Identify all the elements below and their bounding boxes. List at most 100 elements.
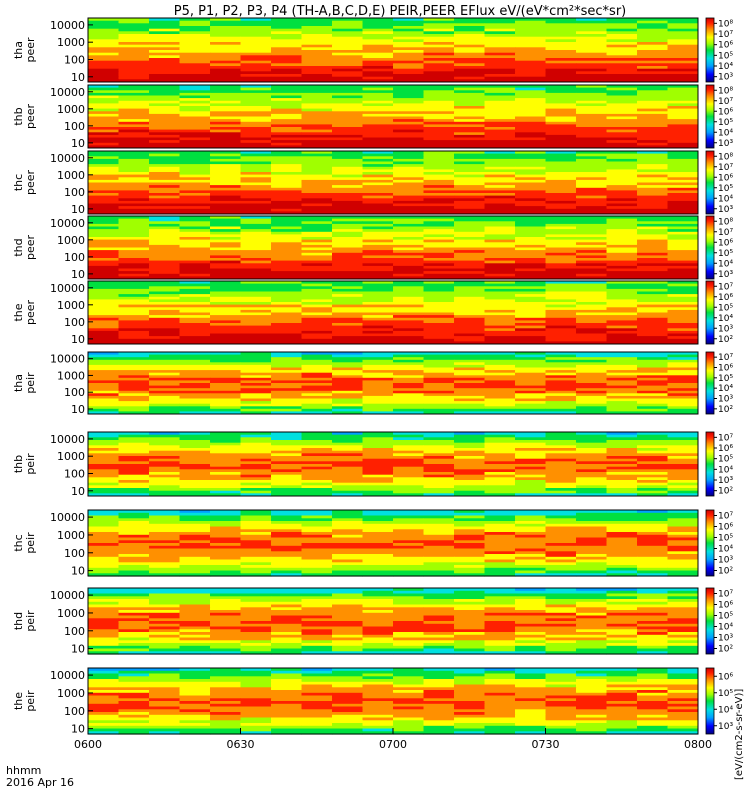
spectrogram-cell bbox=[301, 100, 333, 104]
spectrogram-cell bbox=[179, 140, 211, 144]
spectrogram-cell bbox=[393, 714, 424, 719]
spectrogram-cell bbox=[606, 453, 638, 457]
spectrogram-cell bbox=[423, 403, 455, 407]
spectrogram-cell bbox=[149, 206, 180, 210]
spectrogram-cell bbox=[515, 442, 546, 446]
spectrogram-cell bbox=[393, 239, 424, 243]
spectrogram-cell bbox=[179, 450, 211, 454]
spectrogram-cell bbox=[332, 172, 363, 176]
spectrogram-cell bbox=[454, 252, 485, 256]
spectrogram-cell bbox=[484, 156, 516, 160]
spectrogram-cell bbox=[423, 723, 455, 727]
spectrogram-cell bbox=[149, 612, 180, 617]
spectrogram-cell bbox=[515, 604, 546, 608]
spectrogram-cell bbox=[393, 44, 424, 48]
spectrogram-cell bbox=[332, 18, 363, 22]
spectrogram-cell bbox=[393, 226, 424, 230]
spectrogram-cell bbox=[454, 273, 485, 277]
spectrogram-cell bbox=[301, 74, 333, 78]
spectrogram-cell bbox=[88, 370, 119, 374]
spectrogram-cell bbox=[362, 640, 394, 644]
colorbar-tick-label: 10² bbox=[718, 645, 733, 655]
spectrogram-cell bbox=[332, 599, 363, 603]
spectrogram-cell bbox=[301, 548, 333, 552]
spectrogram-cell bbox=[667, 695, 699, 699]
spectrogram-cell bbox=[484, 218, 516, 222]
spectrogram-cell bbox=[484, 529, 516, 533]
spectrogram-cell bbox=[301, 596, 333, 600]
spectrogram-cell bbox=[545, 164, 577, 168]
spectrogram-cell bbox=[118, 637, 150, 641]
spectrogram-cell bbox=[362, 108, 394, 112]
spectrogram-cell bbox=[606, 252, 638, 256]
spectrogram-cell bbox=[393, 607, 424, 611]
spectrogram-cell bbox=[118, 153, 150, 157]
spectrogram-cell bbox=[210, 237, 241, 241]
spectrogram-cell bbox=[606, 472, 638, 476]
spectrogram-cell bbox=[210, 271, 241, 275]
spectrogram-cell bbox=[545, 26, 577, 30]
spectrogram-cell bbox=[240, 464, 272, 468]
spectrogram-cell bbox=[210, 63, 241, 67]
spectrogram-cell bbox=[301, 268, 333, 272]
spectrogram-cell bbox=[454, 76, 485, 80]
spectrogram-cell bbox=[88, 720, 119, 724]
y-tick-label: 10000 bbox=[50, 282, 85, 295]
spectrogram-cell bbox=[271, 634, 302, 639]
spectrogram-cell bbox=[637, 590, 668, 595]
spectrogram-cell bbox=[484, 36, 516, 40]
spectrogram-cell bbox=[454, 276, 485, 280]
spectrogram-cell bbox=[515, 515, 546, 519]
spectrogram-cell bbox=[118, 129, 150, 133]
spectrogram-cell bbox=[423, 309, 455, 313]
spectrogram-cell bbox=[118, 223, 150, 227]
spectrogram-cell bbox=[149, 673, 180, 677]
spectrogram-cell bbox=[606, 695, 638, 699]
spectrogram-cell bbox=[576, 590, 607, 595]
y-tick-label: 1000 bbox=[57, 369, 85, 382]
spectrogram-cell bbox=[179, 673, 211, 677]
spectrogram-cell bbox=[454, 612, 485, 617]
spectrogram-cell bbox=[118, 263, 150, 267]
spectrogram-cell bbox=[271, 717, 302, 721]
spectrogram-cell bbox=[118, 325, 150, 329]
spectrogram-cell bbox=[637, 367, 668, 371]
spectrogram-cell bbox=[545, 74, 577, 78]
spectrogram-cell bbox=[393, 177, 424, 181]
spectrogram-cell bbox=[179, 437, 211, 441]
spectrogram-cell bbox=[484, 554, 516, 558]
spectrogram-cell bbox=[240, 403, 272, 407]
spectrogram-cell bbox=[362, 480, 394, 484]
spectrogram-cell bbox=[271, 370, 302, 374]
spectrogram-cell bbox=[88, 518, 119, 522]
spectrogram-cell bbox=[240, 390, 272, 394]
spectrogram-cell bbox=[332, 174, 363, 178]
spectrogram-cell bbox=[393, 398, 424, 402]
spectrogram-cell bbox=[393, 453, 424, 457]
spectrogram-cell bbox=[484, 142, 516, 146]
spectrogram-cell bbox=[210, 434, 241, 438]
spectrogram-cell bbox=[423, 307, 455, 311]
spectrogram-cell bbox=[362, 551, 394, 555]
spectrogram-cell bbox=[545, 288, 577, 292]
spectrogram-cell bbox=[484, 395, 516, 399]
spectrogram-cell bbox=[667, 182, 699, 186]
spectrogram-cell bbox=[210, 34, 241, 38]
spectrogram-cell bbox=[454, 333, 485, 337]
spectrogram-cell bbox=[332, 637, 363, 641]
spectrogram-cell bbox=[393, 229, 424, 233]
spectrogram-cell bbox=[240, 601, 272, 606]
spectrogram-cell bbox=[545, 670, 577, 675]
spectrogram-cell bbox=[240, 469, 272, 473]
spectrogram-cell bbox=[423, 221, 455, 225]
spectrogram-cell bbox=[271, 548, 302, 552]
spectrogram-cell bbox=[362, 47, 394, 51]
spectrogram-cell bbox=[393, 493, 424, 497]
spectrogram-cell bbox=[301, 440, 333, 444]
spectrogram-cell bbox=[332, 34, 363, 38]
spectrogram-cell bbox=[393, 717, 424, 721]
spectrogram-cell bbox=[149, 142, 180, 146]
spectrogram-cell bbox=[118, 352, 150, 356]
spectrogram-cell bbox=[210, 44, 241, 48]
